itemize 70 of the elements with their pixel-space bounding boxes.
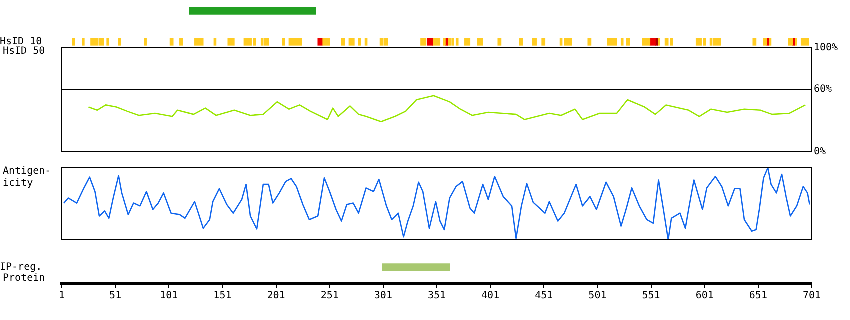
bar	[194, 38, 204, 46]
y-axis-title: HsID 50	[3, 46, 46, 58]
x-tick-label: 101	[160, 290, 178, 302]
bar	[341, 38, 346, 46]
bar	[180, 38, 184, 46]
bar	[348, 38, 355, 46]
bar	[542, 38, 546, 46]
x-tick-label: 551	[642, 290, 660, 302]
bar	[282, 38, 286, 46]
bar	[620, 38, 624, 46]
bar	[118, 38, 122, 46]
bar	[763, 38, 768, 46]
bar	[447, 38, 452, 46]
x-tick-label: 1	[58, 290, 66, 302]
bar	[794, 38, 798, 46]
bar	[288, 38, 302, 46]
bar	[519, 38, 524, 46]
y-tick-label: 60%	[814, 84, 832, 96]
bar	[322, 38, 330, 46]
bar	[144, 38, 147, 46]
bar	[170, 38, 174, 46]
x-tick-label: 401	[482, 290, 500, 302]
x-tick-label: 701	[802, 290, 822, 302]
bar	[427, 38, 434, 46]
x-tick-label: 351	[428, 290, 446, 302]
x-tick-label: 301	[374, 290, 392, 302]
bar	[420, 38, 427, 46]
bar	[477, 38, 484, 46]
bar	[264, 38, 270, 46]
bar	[664, 38, 669, 46]
y-axis-title: Antigen- icity	[3, 166, 52, 190]
x-tick-label: 151	[214, 290, 232, 302]
bar	[752, 38, 757, 46]
bar	[532, 38, 537, 46]
bar	[713, 38, 722, 46]
y-tick-label: IP-reg.	[0, 262, 42, 274]
bar	[800, 38, 810, 46]
bar	[607, 38, 618, 46]
bar	[650, 38, 656, 46]
bar	[106, 38, 110, 46]
x-tick-label: 601	[696, 290, 714, 302]
bar	[358, 38, 362, 46]
bar	[642, 38, 651, 46]
y-tick-label: 100%	[814, 42, 838, 54]
bar	[456, 38, 459, 46]
bar	[588, 38, 592, 46]
bar	[72, 38, 76, 46]
bar	[626, 38, 630, 46]
y-tick-label: HsID 10	[0, 36, 42, 48]
bar	[443, 38, 446, 46]
bar	[498, 38, 502, 46]
bar	[82, 38, 85, 46]
bar	[432, 38, 441, 46]
x-tick-label: 451	[535, 290, 554, 302]
bar	[384, 38, 388, 46]
bar	[228, 38, 235, 46]
bar	[564, 38, 572, 46]
x-tick-label: 251	[320, 290, 339, 302]
x-tick-label: 201	[267, 290, 286, 302]
x-tick-label: 51	[110, 290, 122, 302]
bar	[364, 38, 368, 46]
bar	[214, 38, 217, 46]
x-tick-label: 501	[588, 290, 607, 302]
y-tick-label: 0%	[814, 146, 826, 158]
bar	[464, 38, 471, 46]
x-tick-label: 651	[749, 290, 768, 302]
bar	[380, 38, 384, 46]
bar	[788, 38, 794, 46]
bar	[318, 38, 323, 46]
x-axis-title: Protein	[3, 273, 46, 285]
